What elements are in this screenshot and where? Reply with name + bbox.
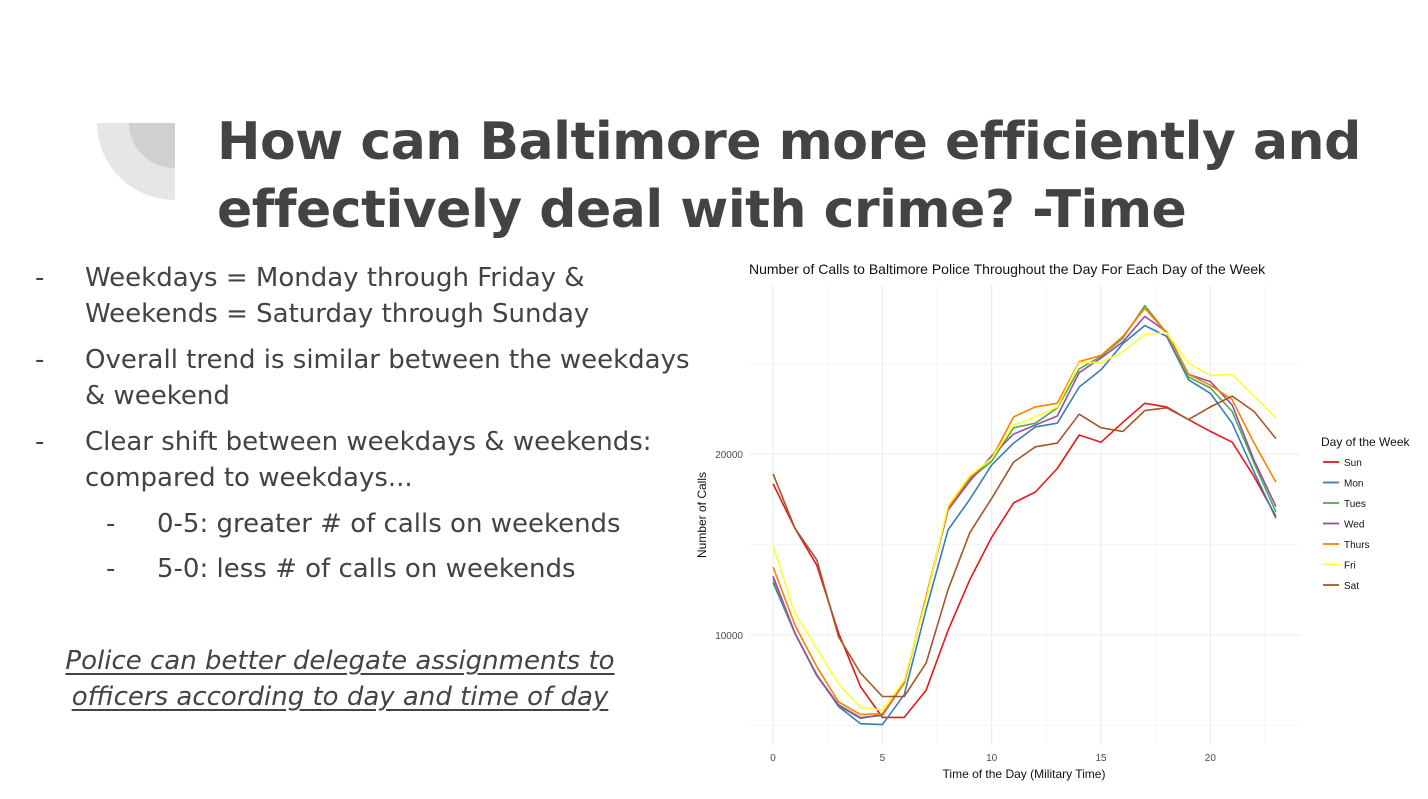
x-tick-label: 0: [770, 753, 776, 764]
x-tick-label: 10: [986, 753, 998, 764]
series-line-fri: [772, 331, 1277, 711]
legend-item-mon: Mon: [1323, 479, 1363, 490]
x-axis-label: Time of the Day (Military Time): [943, 767, 1106, 781]
x-tick-label: 5: [880, 753, 886, 764]
legend-item-sun: Sun: [1323, 458, 1362, 469]
bullet-dash: -: [35, 427, 45, 457]
legend-item-wed: Wed: [1323, 520, 1364, 531]
chart-series: [772, 304, 1277, 726]
conclusion-text: Police can better delegate assignments t…: [65, 646, 615, 712]
bullet-dash: -: [106, 554, 116, 584]
legend-item-thurs: Thurs: [1323, 540, 1370, 551]
bullet-item: - Overall trend is similar between the w…: [0, 342, 690, 414]
bullet-item: - Clear shift between weekdays & weekend…: [0, 424, 690, 496]
bullet-dash: -: [106, 509, 116, 539]
legend-label: Thurs: [1344, 540, 1370, 551]
x-tick-label: 15: [1095, 753, 1107, 764]
y-tick-label: 20000: [715, 450, 743, 461]
series-line-sun: [772, 402, 1277, 719]
bullet-text: Weekdays = Monday through Friday & Weeke…: [85, 263, 590, 329]
line-chart: Number of Calls to Baltimore Police Thro…: [695, 261, 1410, 781]
bullet-dash: -: [35, 345, 45, 375]
legend-title: Day of the Week: [1321, 435, 1410, 449]
legend-item-fri: Fri: [1323, 561, 1356, 572]
bullet-text: Overall trend is similar between the wee…: [85, 345, 690, 411]
bullet-text: 0-5: greater # of calls on weekends: [157, 509, 621, 539]
legend-label: Tues: [1344, 499, 1366, 510]
decorative-corner-shape: [97, 123, 175, 200]
series-line-sat: [772, 395, 1277, 698]
series-line-mon: [772, 324, 1277, 726]
legend-label: Sun: [1344, 458, 1362, 469]
bullet-dash: -: [35, 263, 45, 293]
bullet-item: - Weekdays = Monday through Friday & Wee…: [0, 260, 690, 332]
sub-bullet-item: - 5-0: less # of calls on weekends: [0, 551, 690, 587]
sub-bullet-item: - 0-5: greater # of calls on weekends: [0, 506, 690, 542]
y-axis-ticks: 10000 20000: [715, 450, 743, 642]
y-tick-label: 10000: [715, 631, 743, 642]
x-axis-ticks: 0 5 10 15 20: [770, 753, 1216, 764]
legend-label: Wed: [1344, 520, 1364, 531]
bullet-text: Clear shift between weekdays & weekends:…: [85, 427, 652, 493]
legend-label: Sat: [1344, 581, 1359, 592]
chart-grid: [749, 285, 1300, 745]
series-line-thurs: [772, 307, 1277, 716]
legend-item-sat: Sat: [1323, 581, 1359, 592]
bullet-list: - Weekdays = Monday through Friday & Wee…: [0, 260, 690, 596]
legend-label: Fri: [1344, 561, 1356, 572]
y-axis-label: Number of Calls: [695, 472, 709, 558]
slide-title: How can Baltimore more efficiently and e…: [217, 112, 1361, 240]
chart-legend: Day of the Week Sun Mon Tues Wed Thurs Fri Sat: [1321, 435, 1410, 592]
legend-item-tues: Tues: [1323, 499, 1366, 510]
chart-title: Number of Calls to Baltimore Police Thro…: [749, 261, 1266, 277]
bullet-text: 5-0: less # of calls on weekends: [157, 554, 576, 584]
x-tick-label: 20: [1205, 753, 1217, 764]
legend-label: Mon: [1344, 479, 1363, 490]
